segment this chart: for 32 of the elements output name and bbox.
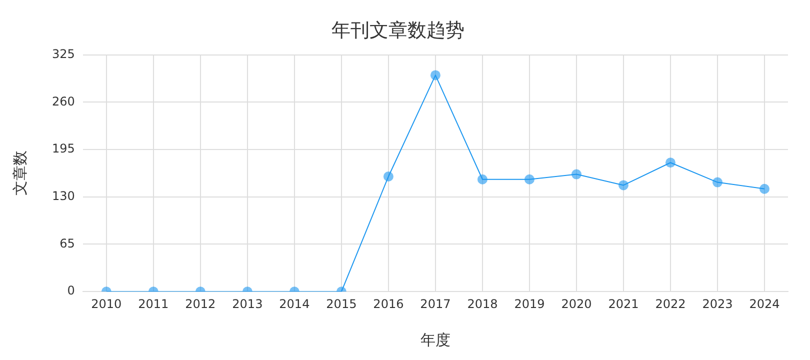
- x-tick-label: 2010: [91, 296, 122, 311]
- point: [665, 158, 676, 168]
- point: [712, 177, 722, 188]
- x-tick-label: 2019: [514, 296, 545, 311]
- x-tick-label: 2017: [420, 296, 451, 311]
- x-tick-label: 2014: [279, 296, 310, 311]
- point: [383, 171, 394, 182]
- y-tick-label: 195: [52, 142, 75, 156]
- y-axis-title: 文章数: [10, 150, 29, 196]
- x-tick-label: 2022: [655, 296, 686, 311]
- x-tick-label: 2023: [702, 296, 733, 311]
- point: [618, 180, 628, 190]
- y-tick-label: 130: [52, 189, 75, 204]
- point: [571, 169, 582, 180]
- x-tick-label: 2011: [138, 296, 169, 311]
- y-tick-label: 260: [52, 94, 75, 108]
- y-tick-label: 0: [67, 284, 75, 298]
- point: [477, 174, 488, 184]
- x-tick-label: 2015: [326, 296, 357, 311]
- point: [524, 174, 534, 184]
- chart-title: 年刊文章数趋势: [332, 19, 464, 42]
- y-tick-label: 325: [52, 46, 75, 61]
- y-tick-label: 65: [60, 236, 75, 250]
- x-axis-title: 年度: [420, 330, 450, 349]
- x-tick-label: 2020: [561, 296, 592, 311]
- x-tick-label: 2013: [232, 296, 263, 311]
- x-tick-label: 2016: [373, 296, 404, 311]
- point: [759, 184, 770, 194]
- x-tick-label: 2024: [749, 296, 780, 311]
- x-tick-label: 2012: [185, 296, 216, 311]
- x-tick-label: 2021: [608, 296, 639, 311]
- x-tick-label: 2018: [467, 296, 498, 311]
